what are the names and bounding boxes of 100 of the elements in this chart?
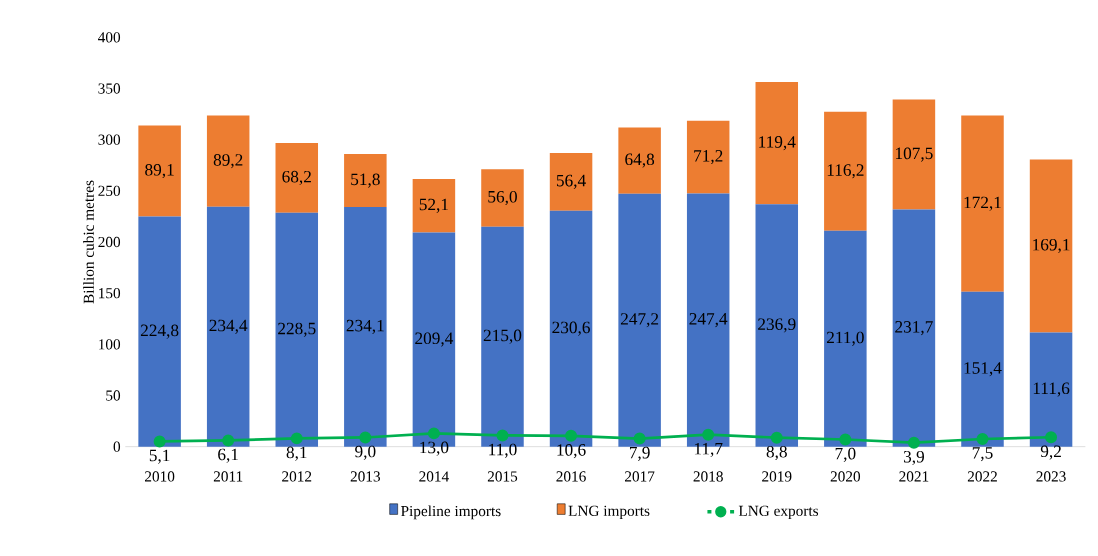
x-tick-label: 2019 xyxy=(762,471,792,482)
point xyxy=(565,429,578,442)
legend-label: LNG imports xyxy=(568,505,650,520)
x-tick-label: 2018 xyxy=(693,471,723,482)
x-tick-label: 2012 xyxy=(282,471,312,482)
x-tick-label: 2020 xyxy=(830,471,861,482)
bar xyxy=(1029,159,1073,333)
data-label: 231,7 xyxy=(895,321,933,336)
bar xyxy=(206,115,250,207)
bar xyxy=(686,120,730,194)
data-label: 230,6 xyxy=(552,321,590,336)
y-tick-label: 0 xyxy=(113,441,121,452)
point xyxy=(839,433,852,446)
y-tick-label: 400 xyxy=(98,32,121,43)
data-label: 52,1 xyxy=(419,198,448,213)
x-tick-label: 2023 xyxy=(1036,471,1066,482)
data-label: 89,2 xyxy=(213,154,243,169)
data-label: 5,1 xyxy=(149,449,170,464)
bar xyxy=(755,82,799,205)
bar xyxy=(344,207,387,447)
point xyxy=(222,434,235,447)
data-label: 215,0 xyxy=(483,329,522,344)
data-label: 64,8 xyxy=(625,153,655,168)
data-label: 172,1 xyxy=(964,196,1001,211)
bar xyxy=(961,291,1004,447)
point xyxy=(770,431,783,444)
point xyxy=(976,433,989,445)
y-axis-title: Billion cubic metres xyxy=(83,180,94,304)
bar xyxy=(824,111,867,231)
point xyxy=(359,431,372,444)
data-label: 71,2 xyxy=(694,150,723,165)
legend-label: LNG exports xyxy=(738,505,819,520)
data-label: 51,8 xyxy=(351,173,380,188)
bar xyxy=(961,115,1004,292)
bar xyxy=(138,125,181,217)
legend-label: Pipeline imports xyxy=(401,505,501,520)
data-label: 111,6 xyxy=(1033,382,1070,397)
data-label: 89,1 xyxy=(145,163,174,179)
data-label: 169,1 xyxy=(1033,238,1070,253)
bar xyxy=(412,179,456,233)
data-label: 8,1 xyxy=(286,446,307,461)
data-label: 119,4 xyxy=(759,136,796,151)
data-label: 107,5 xyxy=(896,147,933,162)
data-label: 247,2 xyxy=(620,313,659,328)
bar xyxy=(549,152,593,211)
bar xyxy=(344,154,387,208)
data-label: 7,9 xyxy=(629,446,650,461)
data-label: 247,4 xyxy=(689,313,728,328)
bar xyxy=(1029,332,1073,447)
bar xyxy=(138,216,181,447)
bar xyxy=(618,193,661,447)
bar xyxy=(755,204,799,447)
x-tick-label: 2010 xyxy=(145,471,175,482)
x-tick-label: 2022 xyxy=(967,471,997,482)
data-label: 9,2 xyxy=(1040,445,1061,460)
x-tick-label: 2013 xyxy=(350,471,381,482)
x-tick-label: 2021 xyxy=(899,471,929,482)
y-tick-label: 200 xyxy=(98,236,121,248)
data-label: 228,5 xyxy=(278,322,316,337)
bar xyxy=(275,212,319,447)
data-label: 10,6 xyxy=(557,444,586,459)
data-label: 68,2 xyxy=(282,170,311,186)
bar xyxy=(206,206,250,447)
data-label: 151,4 xyxy=(964,362,1002,377)
data-label: 7,0 xyxy=(835,447,856,462)
point xyxy=(290,432,303,445)
data-label: 116,2 xyxy=(827,164,864,179)
point xyxy=(496,429,509,442)
data-label: 234,4 xyxy=(209,319,248,334)
bar xyxy=(824,230,867,447)
bar xyxy=(275,143,319,213)
data-label: 6,1 xyxy=(218,448,238,463)
data-label: 236,9 xyxy=(758,318,796,333)
point xyxy=(427,427,440,440)
data-label: 224,8 xyxy=(140,324,179,339)
bar xyxy=(892,99,936,210)
x-tick-label: 2016 xyxy=(556,471,586,482)
bar xyxy=(618,127,661,194)
data-label: 11,0 xyxy=(489,443,517,458)
bar xyxy=(892,209,936,447)
point xyxy=(153,435,166,448)
x-tick-label: 2015 xyxy=(487,471,518,482)
data-label: 9,0 xyxy=(355,445,376,460)
data-label: 209,4 xyxy=(415,332,454,347)
data-label: 234,1 xyxy=(346,319,384,334)
point xyxy=(1045,431,1058,444)
y-tick-label: 50 xyxy=(106,390,121,401)
data-label: 11,7 xyxy=(694,442,723,457)
data-label: 56,4 xyxy=(556,174,586,189)
x-tick-label: 2017 xyxy=(625,471,655,482)
x-tick-label: 2014 xyxy=(419,471,449,482)
data-label: 8,8 xyxy=(766,445,787,461)
x-tick-label: 2011 xyxy=(213,471,243,482)
point xyxy=(702,428,715,441)
y-tick-label: 250 xyxy=(98,185,121,196)
data-label: 56,0 xyxy=(488,190,517,206)
data-label: 7,5 xyxy=(972,447,993,462)
y-tick-label: 300 xyxy=(98,134,121,145)
data-label: 211,0 xyxy=(826,331,864,346)
point xyxy=(633,432,646,445)
